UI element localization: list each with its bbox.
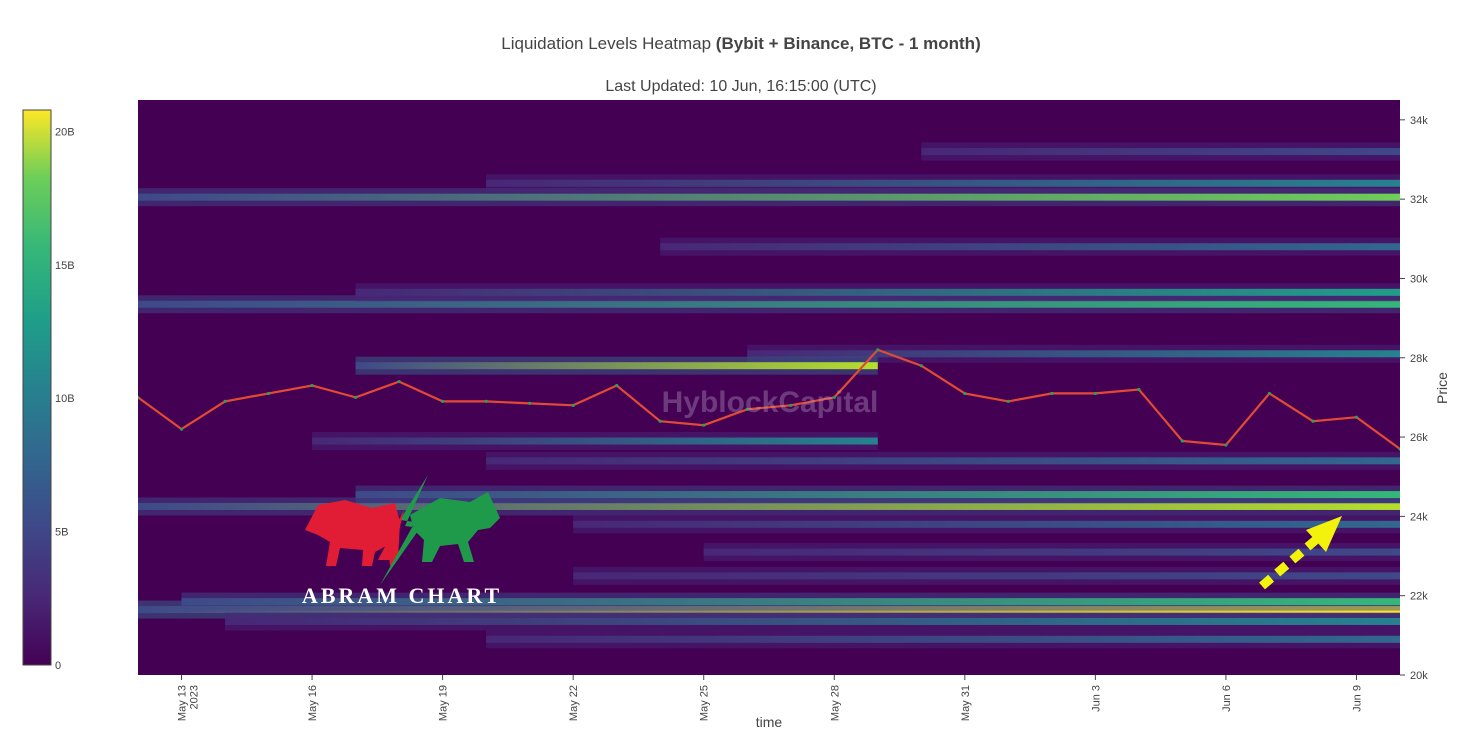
liquidation-band — [138, 502, 1400, 510]
colorbar-tick-label: 0 — [55, 660, 61, 672]
x-tick-label: May 22 — [568, 685, 580, 721]
btc-price-point — [266, 391, 271, 396]
liquidation-band — [747, 350, 1400, 358]
colorbar-gradient — [22, 109, 52, 666]
x-tick-label: May 31 — [960, 685, 972, 721]
btc-price-point — [1006, 399, 1010, 403]
liquidation-band — [486, 635, 1400, 643]
x-tick-label: May 19 — [438, 685, 450, 721]
liquidation-band — [138, 193, 1400, 201]
btc-price-point — [571, 403, 575, 407]
chart-subtitle: Last Updated: 10 Jun, 16:15:00 (UTC) — [605, 78, 877, 95]
title-bold: (Bybit + Binance, BTC - 1 month) — [715, 34, 981, 53]
abram-chart-logo: ABRAM CHART — [302, 475, 502, 608]
y-tick-label: 26k — [1410, 432, 1428, 444]
x-axis-title: time — [756, 714, 783, 730]
btc-price-point — [353, 395, 358, 400]
x-tick-label: Jun 3 — [1090, 685, 1102, 712]
x-tick-label: Jun 6 — [1221, 685, 1233, 712]
y-tick-label: 22k — [1410, 591, 1428, 603]
y-tick-label: 28k — [1410, 353, 1428, 365]
liquidation-band — [355, 491, 1400, 499]
liquidation-band — [921, 148, 1400, 156]
x-tick-label: May 16 — [307, 685, 319, 721]
btc-price-point — [919, 364, 923, 368]
liquidation-band — [573, 572, 1400, 580]
btc-price-point — [223, 399, 227, 403]
x-tick-label: Jun 9 — [1351, 685, 1363, 712]
liquidation-band — [660, 243, 1400, 251]
liquidation-band — [703, 548, 1400, 556]
btc-price-point — [745, 407, 749, 411]
btc-price-point — [1050, 391, 1054, 396]
colorbar-tick-label: 5B — [55, 527, 68, 539]
logo-text: ABRAM CHART — [302, 583, 502, 608]
liquidation-band — [573, 520, 1400, 528]
colorbar-tick-label: 15B — [55, 260, 75, 272]
btc-price-point — [1267, 391, 1272, 396]
bolt-icon — [380, 475, 428, 585]
btc-price-point — [1398, 447, 1400, 451]
trend-arrow-icon — [1259, 516, 1342, 590]
y-axis-title: Price — [1434, 372, 1450, 404]
btc-price-point — [1354, 415, 1359, 419]
btc-price-point — [528, 401, 532, 405]
liquidation-band — [486, 179, 1400, 187]
y-tick-label: 32k — [1410, 194, 1428, 206]
btc-price-point — [615, 383, 619, 388]
colorbar-tick-label: 20B — [55, 126, 75, 138]
x-tick-label: May 25 — [699, 685, 711, 721]
watermark-text: HyblockCapital — [662, 386, 879, 419]
btc-price-point — [1137, 387, 1141, 392]
btc-price-point — [1224, 443, 1228, 447]
colorbar: 0 5B 10B 15B 20B — [22, 109, 75, 672]
title-plain: Liquidation Levels Heatmap — [501, 34, 716, 53]
btc-price-point — [832, 395, 836, 400]
btc-price-point — [310, 383, 314, 388]
btc-price-point — [441, 399, 445, 403]
liquidation-band — [138, 300, 1400, 308]
x-tick-label: May 28 — [829, 685, 841, 721]
x-tick-year: 2023 — [189, 685, 201, 709]
liquidation-band — [181, 598, 1400, 606]
btc-price-point — [1311, 419, 1315, 423]
btc-price-point — [1093, 391, 1097, 396]
btc-price-point — [397, 379, 401, 384]
liquidation-band — [225, 617, 1400, 625]
liquidation-band — [355, 288, 1400, 296]
btc-price-point — [179, 427, 184, 431]
liquidation-band — [486, 457, 1400, 465]
btc-price-line — [138, 348, 1400, 450]
liquidation-band — [355, 362, 878, 370]
y-tick-label: 20k — [1410, 670, 1428, 682]
btc-price-point — [138, 395, 140, 400]
colorbar-tick-label: 10B — [55, 393, 75, 405]
bull-icon — [410, 492, 500, 562]
btc-price-point — [658, 419, 662, 423]
btc-price-point — [789, 403, 793, 407]
btc-price-point — [963, 391, 967, 396]
y-tick-label: 34k — [1410, 115, 1428, 127]
chart-title: Liquidation Levels Heatmap (Bybit + Bina… — [0, 34, 1482, 54]
btc-price-point — [1180, 439, 1185, 443]
bear-icon — [305, 500, 400, 566]
btc-price-point — [876, 348, 880, 352]
btc-price-point — [484, 399, 488, 403]
y-tick-label: 30k — [1410, 273, 1428, 285]
liquidation-band — [312, 437, 878, 445]
x-tick-label: May 13 — [177, 685, 189, 721]
btc-price-point — [702, 423, 706, 427]
y-tick-label: 24k — [1410, 511, 1428, 523]
